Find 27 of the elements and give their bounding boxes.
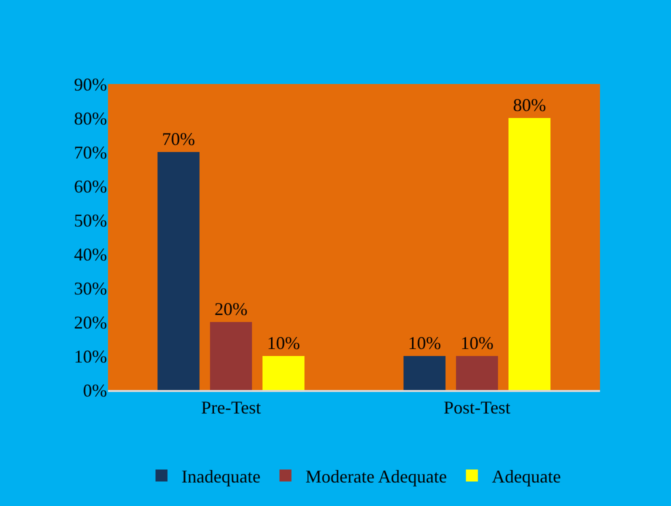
- y-tick-label: 60%: [74, 176, 107, 196]
- y-tick-label: 70%: [74, 142, 107, 162]
- data-label: 20%: [214, 299, 248, 319]
- y-tick-label: 40%: [74, 244, 107, 264]
- y-tick-label: 90%: [74, 74, 107, 94]
- x-tick-label: Pre-Test: [201, 398, 261, 418]
- y-tick-label: 20%: [74, 312, 107, 332]
- y-tick-label: 30%: [74, 278, 107, 298]
- legend-label: Moderate Adequate: [305, 466, 447, 487]
- y-tick-label: 0%: [83, 380, 107, 400]
- legend-label: Adequate: [492, 466, 561, 487]
- bar: [210, 322, 252, 390]
- bar: [456, 356, 498, 390]
- data-label: 10%: [460, 333, 494, 353]
- bar: [508, 118, 550, 390]
- y-tick-label: 80%: [74, 108, 107, 128]
- bar: [158, 152, 200, 390]
- legend-label: Inadequate: [182, 466, 260, 487]
- bar: [404, 356, 446, 390]
- y-tick-label: 50%: [74, 210, 107, 230]
- data-label: 10%: [266, 333, 300, 353]
- data-label: 10%: [408, 333, 442, 353]
- bar: [262, 356, 304, 390]
- x-tick-label: Post-Test: [444, 398, 510, 418]
- y-tick-label: 10%: [74, 346, 107, 366]
- data-label: 80%: [512, 95, 546, 115]
- data-label: 70%: [162, 129, 196, 149]
